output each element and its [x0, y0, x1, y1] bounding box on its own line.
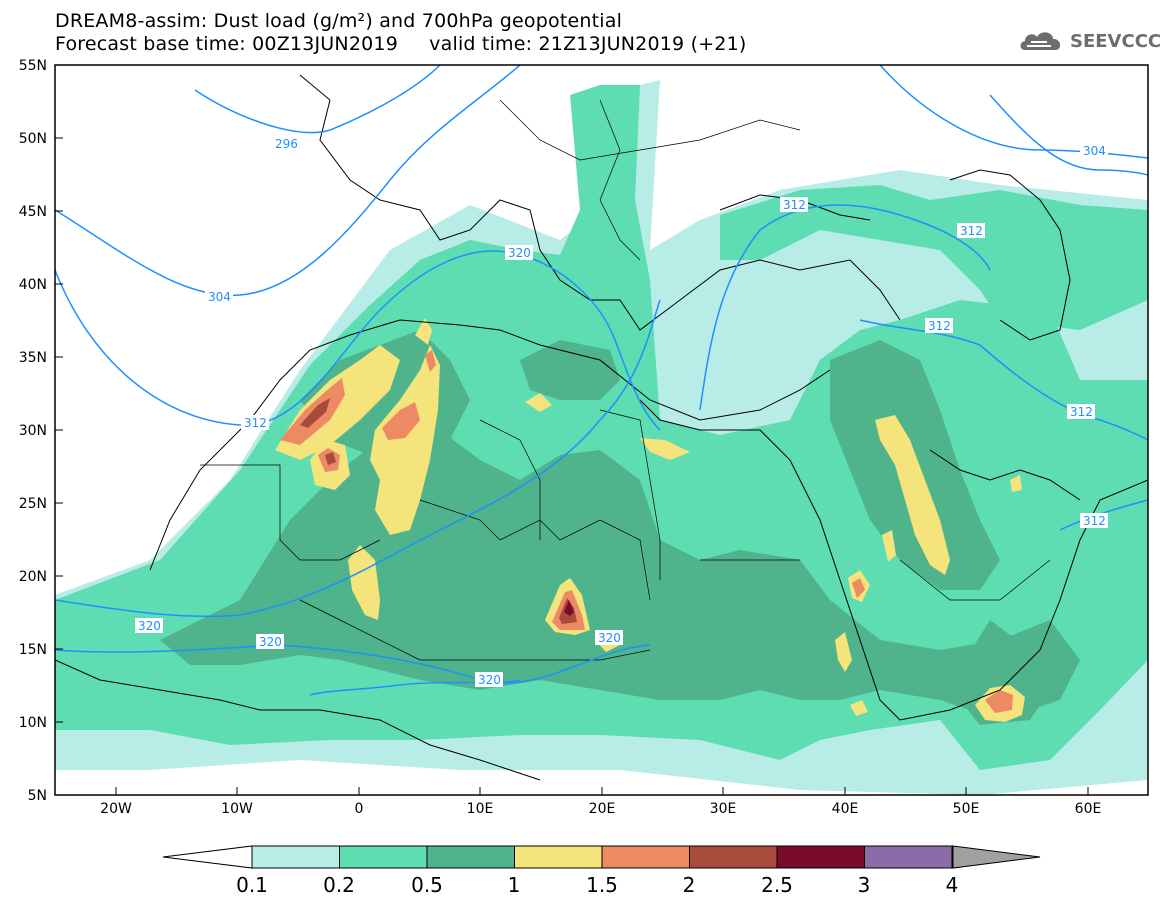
colorbar-label: 3: [858, 873, 871, 897]
lon-tick-label: 20W: [100, 801, 132, 817]
lon-tick-label: 20E: [589, 801, 616, 817]
lat-tick-label: 40N: [19, 277, 47, 293]
contour-label: 296: [275, 137, 298, 151]
colorbar-label: 0.5: [411, 873, 443, 897]
colorbar-label: 2.5: [761, 873, 793, 897]
lat-tick-label: 50N: [19, 131, 47, 147]
lon-tick-label: 0: [355, 801, 364, 817]
colorbar-over-arrow: [952, 845, 1041, 869]
colorbar-swatch: [689, 845, 778, 869]
contour-label: 312: [244, 416, 267, 430]
lat-tick-label: 20N: [19, 569, 47, 585]
contour-label: 312: [1070, 405, 1093, 419]
colorbar-swatch: [339, 845, 428, 869]
colorbar-label: 2: [683, 873, 696, 897]
colorbar-swatch: [251, 845, 340, 869]
lon-tick-label: 10E: [467, 801, 494, 817]
lat-tick-label: 35N: [19, 350, 47, 366]
colorbar-swatch: [776, 845, 865, 869]
lon-tick-label: 50E: [953, 801, 980, 817]
contour-label: 304: [208, 290, 231, 304]
cloud-icon: [1020, 32, 1061, 50]
lat-tick-label: 25N: [19, 496, 47, 512]
contour-label: 320: [138, 619, 161, 633]
lon-tick-label: 60E: [1075, 801, 1102, 817]
contour-label: 304: [1083, 144, 1106, 158]
lat-tick-label: 10N: [19, 715, 47, 731]
contour-label: 312: [1083, 514, 1106, 528]
dust-field: [55, 65, 1148, 795]
contour-label: 312: [783, 198, 806, 212]
contour-label: 320: [598, 631, 621, 645]
lon-tick-label: 10W: [221, 801, 253, 817]
logo-text: SEEVCCC: [1070, 30, 1162, 52]
colorbar-swatch: [426, 845, 515, 869]
colorbar-label: 4: [946, 873, 959, 897]
contour-labels: 296 304 304 312 312 312 312 312 312 320 …: [135, 136, 1108, 687]
title-line-1: DREAM8-assim: Dust load (g/m²) and 700hP…: [55, 10, 623, 32]
contour-label: 320: [259, 635, 282, 649]
lon-axis: 20W 10W 0 10E 20E 30E 40E 50E 60E: [100, 787, 1101, 817]
colorbar-swatch: [514, 845, 603, 869]
colorbar-under-arrow: [162, 845, 253, 869]
lat-tick-label: 15N: [19, 642, 47, 658]
colorbar-label: 0.1: [236, 873, 268, 897]
colorbar-label: 1: [508, 873, 521, 897]
colorbar: 0.1 0.2 0.5 1 1.5 2 2.5 3 4: [162, 845, 1041, 897]
colorbar-label: 0.2: [323, 873, 355, 897]
contour-label: 312: [928, 319, 951, 333]
lon-tick-label: 40E: [832, 801, 859, 817]
contour-label: 312: [960, 224, 983, 238]
lat-tick-label: 45N: [19, 204, 47, 220]
contour-label: 320: [478, 673, 501, 687]
title-line-2: Forecast base time: 00Z13JUN2019 valid t…: [55, 33, 747, 55]
lat-tick-label: 55N: [19, 58, 47, 74]
contour-label: 320: [508, 246, 531, 260]
colorbar-swatch: [601, 845, 690, 869]
lat-axis: 55N 50N 45N 40N 35N 30N 25N 20N 15N 10N …: [19, 58, 63, 804]
colorbar-swatch: [864, 845, 953, 869]
lat-tick-label: 5N: [28, 788, 47, 804]
colorbar-label: 1.5: [586, 873, 618, 897]
lon-tick-label: 30E: [710, 801, 737, 817]
lat-tick-label: 30N: [19, 423, 47, 439]
seevccc-logo: SEEVCCC: [1017, 26, 1161, 56]
